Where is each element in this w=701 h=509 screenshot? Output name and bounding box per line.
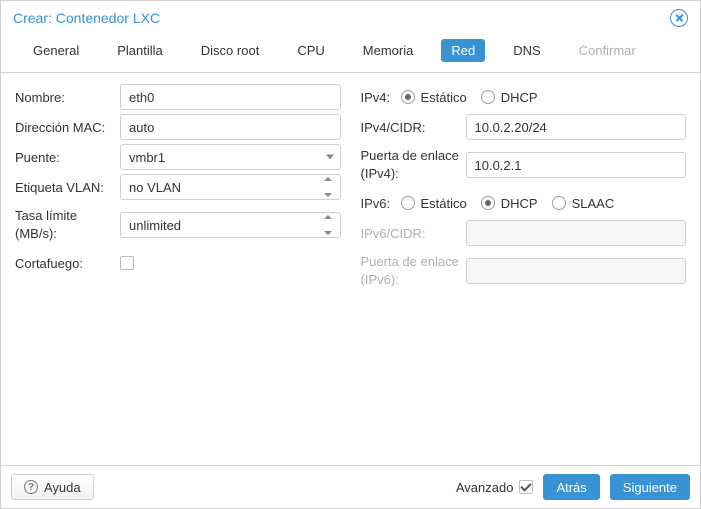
titlebar: Crear: Contenedor LXC [1,1,700,33]
row-ipv4cidr: IPv4/CIDR: [361,113,687,141]
input-gw6 [466,258,687,284]
label-ipv4: IPv4: [361,90,401,105]
tab-bar: General Plantilla Disco root CPU Memoria… [1,33,700,73]
row-puente: Puente: vmbr1 [15,143,341,171]
input-nombre[interactable] [120,84,341,110]
row-nombre: Nombre: [15,83,341,111]
row-ipv6-mode: IPv6: Estático DHCP SLAAC [361,189,687,217]
help-icon: ? [24,480,38,494]
combo-rate[interactable]: unlimited [120,212,341,238]
row-cortafuego: Cortafuego: [15,249,341,277]
tab-cpu[interactable]: CPU [287,39,334,62]
radio-dot-icon [401,196,415,210]
radio-ipv6-static-label: Estático [421,196,467,211]
tab-dns[interactable]: DNS [503,39,550,62]
checkbox-advanced[interactable] [519,480,533,494]
label-cortafuego: Cortafuego: [15,256,120,271]
input-gw4[interactable] [466,152,687,178]
wizard-window: Crear: Contenedor LXC General Plantilla … [0,0,701,509]
back-button[interactable]: Atrás [543,474,599,500]
combo-vlan-value: no VLAN [129,180,181,195]
row-vlan: Etiqueta VLAN: no VLAN [15,173,341,201]
label-vlan: Etiqueta VLAN: [15,180,120,195]
tab-discoroot[interactable]: Disco root [191,39,270,62]
input-mac[interactable] [120,114,341,140]
help-button[interactable]: ? Ayuda [11,474,94,500]
radio-ipv6-dhcp[interactable]: DHCP [481,196,538,211]
spinner-icon [324,215,336,235]
advanced-toggle[interactable]: Avanzado [456,480,534,495]
combo-rate-value: unlimited [129,218,181,233]
radio-ipv4-static-label: Estático [421,90,467,105]
input-ipv4cidr[interactable] [466,114,687,140]
radio-ipv4-dhcp-label: DHCP [501,90,538,105]
form-body: Nombre: Dirección MAC: Puente: vmbr1 [1,73,700,466]
radio-dot-icon [552,196,566,210]
label-ipv6: IPv6: [361,196,401,211]
next-button[interactable]: Siguiente [610,474,690,500]
radio-dot-icon [401,90,415,104]
label-nombre: Nombre: [15,90,120,105]
label-puente: Puente: [15,150,120,165]
input-ipv6cidr [466,220,687,246]
right-column: IPv4: Estático DHCP IPv4/CIDR: [361,83,687,455]
radio-dot-icon [481,90,495,104]
spinner-icon [324,177,336,197]
chevron-down-icon [326,155,334,160]
combo-vlan[interactable]: no VLAN [120,174,341,200]
radio-ipv4-dhcp[interactable]: DHCP [481,90,538,105]
combo-puente[interactable]: vmbr1 [120,144,341,170]
radio-dot-icon [481,196,495,210]
radio-ipv6-static[interactable]: Estático [401,196,467,211]
tab-plantilla[interactable]: Plantilla [107,39,173,62]
row-gw4: Puerta de enlace (IPv4): [361,143,687,187]
tab-confirmar: Confirmar [569,39,646,62]
row-ipv6cidr: IPv6/CIDR: [361,219,687,247]
label-gw6: Puerta de enlace (IPv6): [361,253,466,288]
label-ipv6cidr: IPv6/CIDR: [361,226,466,241]
label-rate: Tasa límite (MB/s): [15,207,120,242]
label-gw4: Puerta de enlace (IPv4): [361,147,466,182]
label-ipv4cidr: IPv4/CIDR: [361,120,466,135]
advanced-label: Avanzado [456,480,514,495]
tab-general[interactable]: General [23,39,89,62]
combo-puente-value: vmbr1 [129,150,165,165]
help-button-label: Ayuda [44,480,81,495]
radio-ipv6-dhcp-label: DHCP [501,196,538,211]
radio-ipv6-slaac[interactable]: SLAAC [552,196,615,211]
radio-ipv6-slaac-label: SLAAC [572,196,615,211]
row-ipv4-mode: IPv4: Estático DHCP [361,83,687,111]
close-icon[interactable] [670,9,688,27]
left-column: Nombre: Dirección MAC: Puente: vmbr1 [15,83,341,455]
radio-ipv4-static[interactable]: Estático [401,90,467,105]
row-rate: Tasa límite (MB/s): unlimited [15,203,341,247]
row-gw6: Puerta de enlace (IPv6): [361,249,687,293]
footer: ? Ayuda Avanzado Atrás Siguiente [1,466,700,508]
tab-memoria[interactable]: Memoria [353,39,424,62]
tab-red[interactable]: Red [441,39,485,62]
label-mac: Dirección MAC: [15,120,120,135]
row-mac: Dirección MAC: [15,113,341,141]
window-title: Crear: Contenedor LXC [13,10,160,26]
checkbox-cortafuego[interactable] [120,256,134,270]
